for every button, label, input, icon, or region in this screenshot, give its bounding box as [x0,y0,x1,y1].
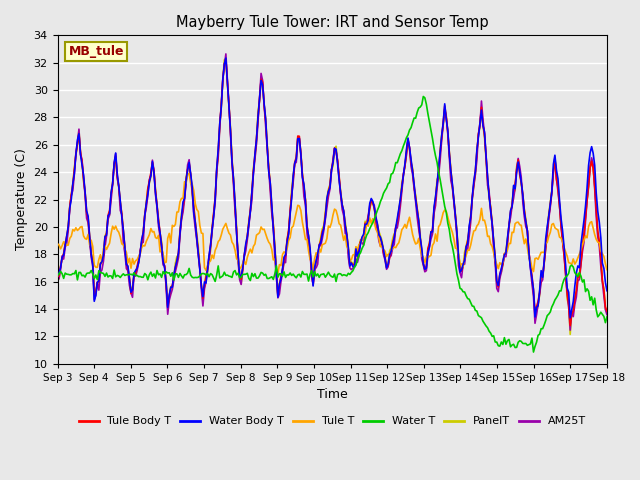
Line: Water T: Water T [58,96,607,352]
Water T [218,274,225,280]
Water T [236,275,243,281]
PanelT [296,136,303,142]
Tule Body T [222,56,230,62]
AM25T [575,277,583,283]
PanelT [575,275,583,280]
AM25T [54,277,61,283]
Legend: Tule Body T, Water Body T, Tule T, Water T, PanelT, AM25T: Tule Body T, Water Body T, Tule T, Water… [74,412,590,431]
Water Body T [296,135,303,141]
AM25T [566,327,574,333]
PanelT [237,281,245,287]
PanelT [54,276,61,282]
Tule T [54,241,61,247]
Water Body T [237,274,245,280]
AM25T [246,209,254,215]
Water T [603,314,611,320]
Water T [575,270,583,276]
Water T [245,276,253,281]
AM25T [218,100,225,106]
AM25T [222,51,230,57]
Tule T [603,267,611,273]
PanelT [222,56,230,61]
Tule Body T [603,308,611,314]
Tule Body T [296,133,303,139]
Tule T [575,251,583,257]
Tule T [219,226,227,232]
PanelT [246,207,254,213]
Y-axis label: Temperature (C): Temperature (C) [15,149,28,251]
Tule T [246,246,254,252]
Water Body T [218,105,225,110]
Water T [121,273,129,278]
Water Body T [121,244,129,250]
Tule Body T [575,274,583,280]
Water T [419,94,427,99]
Water Body T [575,265,583,271]
Line: Tule Body T: Tule Body T [58,59,607,325]
Tule T [186,170,193,176]
AM25T [121,250,129,256]
Water Body T [603,288,611,294]
Line: Water Body T: Water Body T [58,58,607,318]
Tule Body T [54,274,61,280]
Water Body T [54,273,61,278]
Tule Body T [218,103,225,108]
Tule T [274,270,282,276]
Water T [294,272,301,278]
Title: Mayberry Tule Tower: IRT and Sensor Temp: Mayberry Tule Tower: IRT and Sensor Temp [176,15,488,30]
Water Body T [222,55,230,61]
PanelT [566,332,574,337]
Water Body T [566,315,574,321]
AM25T [296,135,303,141]
Water T [530,349,538,355]
Water Body T [246,208,254,214]
AM25T [603,312,611,318]
AM25T [237,282,245,288]
Tule T [297,208,305,214]
Line: AM25T: AM25T [58,54,607,330]
Text: MB_tule: MB_tule [68,45,124,58]
X-axis label: Time: Time [317,388,348,401]
Tule Body T [566,323,574,328]
Line: PanelT: PanelT [58,59,607,335]
PanelT [218,104,225,109]
Line: Tule T: Tule T [58,173,607,273]
Tule Body T [237,276,245,282]
PanelT [603,310,611,315]
Tule T [237,264,245,270]
Tule Body T [246,207,254,213]
Water T [54,273,61,278]
Tule Body T [121,244,129,250]
Tule T [121,246,129,252]
PanelT [121,246,129,252]
